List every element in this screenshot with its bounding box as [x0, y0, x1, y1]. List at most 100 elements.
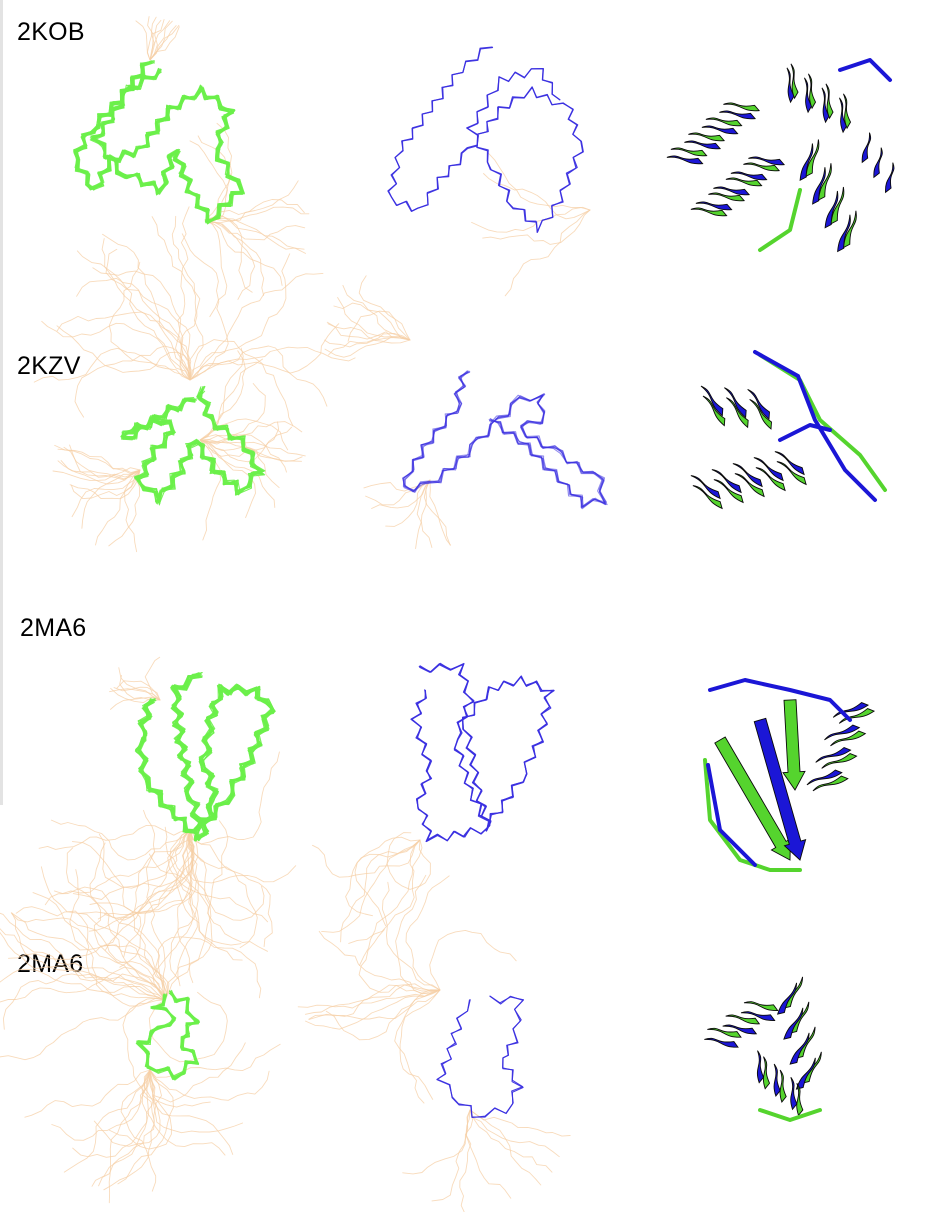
cartoon-helix-2ma6-second-blue: [722, 1024, 758, 1035]
flexible-tail-2kob: [204, 217, 306, 254]
cartoon-helix-2kob-blue: [695, 201, 733, 211]
cartoon-helix-2kzv-blue: [724, 387, 747, 419]
cartoon-helix-2kob-green: [723, 102, 761, 112]
cartoon-helix-2ma6-second-green: [743, 1001, 779, 1011]
flexible-tail-2kob: [204, 206, 310, 222]
flexible-tail-2ma6-second: [149, 1069, 270, 1101]
flexible-tail-2kzv: [177, 206, 191, 381]
flexible-tail-2kzv: [33, 347, 191, 383]
flexible-tail-2ma6: [181, 829, 297, 884]
flexible-tail-2ma6-second: [122, 997, 211, 1108]
flexible-tail-2ma6-pred: [386, 832, 431, 890]
flexible-tail-2kzv: [199, 421, 303, 445]
flexible-tail-2ma6: [119, 829, 191, 968]
flexible-tail-2ma6: [189, 829, 273, 948]
flexible-tail-2ma6-second-pred: [394, 989, 441, 1104]
cartoon-helix-2kob-green: [808, 73, 817, 110]
flexible-tail-2ma6: [188, 829, 258, 949]
flexible-tail-2ma6-second: [0, 968, 166, 1001]
ensemble-core-2kob: [76, 60, 244, 222]
cartoon-helix-2ma6-green: [830, 730, 867, 747]
flexible-tail-2ma6-second: [2, 973, 166, 1030]
flexible-tail-2kob: [204, 199, 305, 221]
flexible-tail-2kzv-pred: [423, 479, 451, 546]
flexible-tail-2kzv: [199, 439, 276, 508]
flexible-tail-2ma6-pred: [348, 839, 421, 944]
flexible-tail-2ma6: [89, 829, 192, 914]
flexible-tail-2ma6-second-pred: [399, 989, 441, 1100]
flexible-tail-2ma6-second: [93, 1069, 162, 1147]
row-label-2kob: 2KOB: [17, 18, 85, 46]
cartoon-helix-2kob-green: [805, 139, 820, 178]
flexible-tail-2ma6-second: [24, 1069, 151, 1118]
cartoon-loop-2ma6: [703, 758, 802, 872]
cartoon-helix-2ma6-second-green: [796, 1083, 804, 1117]
flexible-tail-2ma6-second: [0, 997, 166, 1061]
cartoon-overlay-layer: [666, 58, 895, 1122]
cartoon-helix-2kob-green: [690, 207, 728, 217]
cartoon-loop-2kzv: [758, 353, 887, 492]
cartoon-helix-2ma6-second-green: [707, 1027, 742, 1038]
flexible-tail-2kzv: [105, 248, 191, 381]
cartoon-helix-2kzv-green: [713, 479, 744, 504]
cartoon-helix-2kob-blue: [684, 140, 722, 150]
flexible-tail-2ma6: [177, 829, 198, 987]
flexible-tail-2kob-pred: [504, 209, 591, 297]
flexible-tail-2ma6-second: [143, 809, 166, 1001]
flexible-tail-2kzv: [189, 253, 291, 381]
cartoon-helix-2kzv-blue: [774, 451, 805, 476]
cartoon-helix-2ma6-green: [821, 753, 858, 769]
flexible-tail-2ma6-second-pred: [469, 1109, 542, 1186]
cartoon-helix-2kob-blue: [837, 214, 851, 253]
cartoon-helix-2kzv-blue: [732, 463, 763, 488]
cartoon-helix-2ma6-second-green: [725, 1014, 761, 1025]
cartoon-loop-2kob: [758, 188, 802, 252]
cartoon-helix-2kzv-green: [726, 397, 749, 429]
cartoon-helix-2ma6-blue: [824, 724, 861, 741]
flexible-tail-2kzv-pred: [347, 310, 411, 342]
cartoon-helix-2kob-blue: [786, 67, 795, 104]
flexible-tail-2ma6: [118, 667, 161, 701]
flexible-tail-2kzv-pred: [371, 479, 431, 509]
cartoon-helix-2ma6-blue: [815, 747, 852, 763]
ensemble-core-2kob: [73, 62, 243, 222]
cartoon-helix-2kzv-blue: [690, 475, 721, 500]
cartoon-helix-2kob-green: [688, 132, 726, 142]
flexible-tail-2ma6-second-pred: [469, 1109, 553, 1173]
flexible-tail-2ma6-second: [63, 1069, 151, 1173]
flexible-tail-2ma6-pred: [354, 836, 421, 927]
flexible-tail-2ma6: [53, 829, 191, 895]
left-edge-bar: [0, 0, 3, 805]
flexible-tail-2ma6-second: [141, 1069, 226, 1156]
cartoon-loop-2kzv: [753, 350, 877, 502]
flexible-tail-2ma6: [169, 829, 242, 946]
flexible-tail-2kzv: [71, 469, 141, 518]
flexible-tail-2kob: [149, 24, 180, 61]
cartoon-helix-2kob-blue: [719, 110, 757, 120]
cartoon-loop-2kob: [838, 58, 892, 82]
cartoon-helix-2kzv-green: [755, 467, 786, 492]
flexible-tail-2ma6-second: [15, 906, 166, 1001]
cartoon-sheet-2ma6-blue: [753, 717, 807, 861]
row-label-2ma6-first: 2MA6: [20, 614, 87, 642]
flexible-tail-2ma6-second-pred: [465, 1109, 512, 1199]
flexible-tail-2ma6-second: [117, 1069, 174, 1185]
cartoon-helix-2kob-green: [830, 186, 845, 225]
cartoon-helix-2kob-green: [670, 147, 708, 157]
flexible-tail-2ma6-second: [120, 1069, 157, 1192]
cartoon-helix-2ma6-second-blue: [783, 1007, 804, 1040]
flexible-tail-2kzv: [199, 439, 221, 541]
cartoon-helix-2kob-green: [705, 117, 743, 127]
cartoon-helix-2kob-blue: [861, 132, 872, 164]
flexible-tail-2kzv-pred: [342, 284, 411, 341]
flexible-tail-2kzv-pred: [365, 479, 431, 506]
flexible-tail-2kzv: [151, 216, 204, 381]
flexible-tail-2ma6: [189, 751, 280, 845]
cartoon-helix-2kob-blue: [839, 97, 848, 134]
cartoon-helix-2kzv-green: [702, 395, 726, 427]
cartoon-helix-2ma6-second-blue: [756, 1050, 765, 1084]
flexible-tail-2ma6: [109, 688, 161, 701]
cartoon-helix-2kob-green: [843, 210, 857, 249]
cartoon-helix-2ma6-second-green: [762, 1056, 771, 1090]
flexible-tail-2kzv: [199, 434, 287, 473]
